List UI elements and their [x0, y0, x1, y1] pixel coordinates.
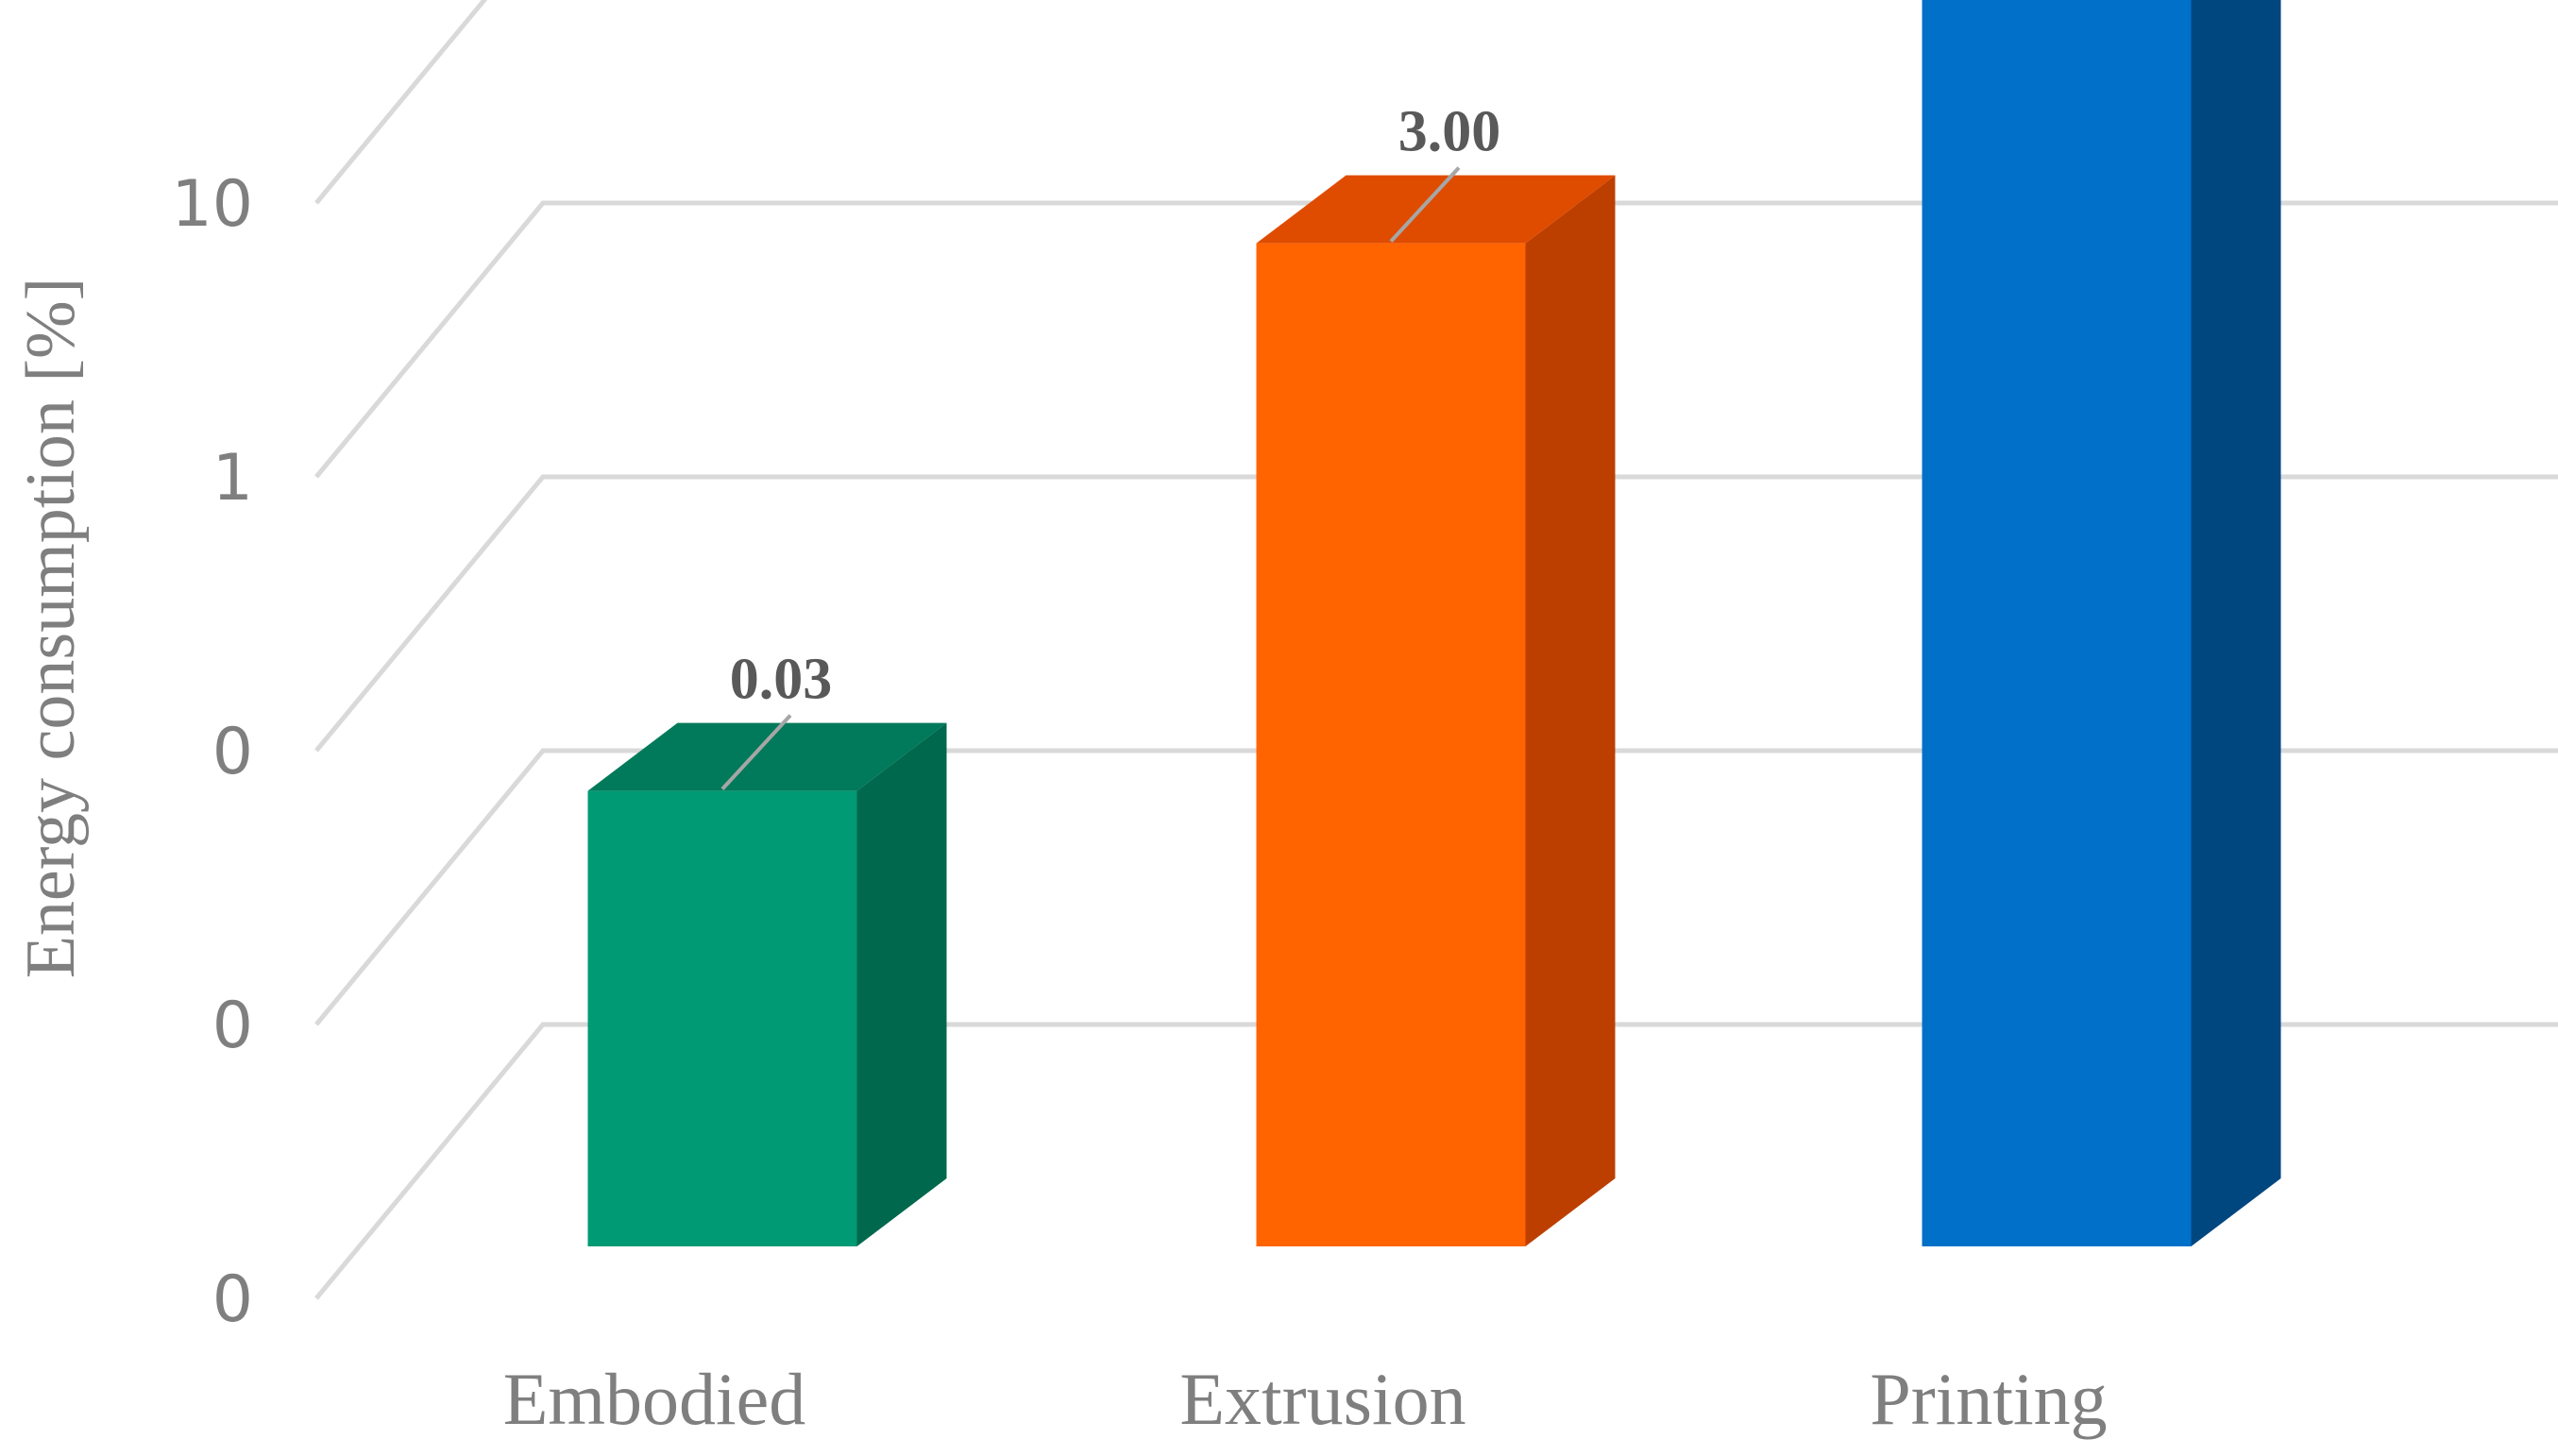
bar-front-face	[1256, 243, 1526, 1247]
bars	[587, 0, 2281, 1247]
y-tick-label: 1	[212, 441, 253, 516]
x-tick-label: Extrusion	[1179, 1358, 1465, 1440]
gridline	[314, 1022, 2558, 1300]
gridline	[314, 200, 2558, 479]
y-tick-label: 0	[212, 715, 253, 789]
y-axis-label: Energy consumption [%]	[12, 278, 90, 979]
bar-extrusion	[1256, 175, 1616, 1247]
bar-side-face	[856, 722, 947, 1246]
bar-printing	[1922, 0, 2281, 1247]
bar-top-face	[587, 722, 947, 791]
y-tick-label: 0	[212, 989, 253, 1063]
y-tick-label: 0	[212, 1262, 253, 1337]
y-axis-ticks: 000110100	[171, 167, 253, 1337]
gridline	[314, 0, 488, 205]
gridline	[314, 748, 2558, 1026]
gridline	[314, 474, 2558, 753]
bar-embodied	[587, 722, 947, 1246]
bar-front-face	[1922, 0, 2192, 1247]
gridlines	[314, 0, 2558, 1300]
y-tick-label: 10	[171, 167, 253, 242]
x-tick-label: Printing	[1870, 1358, 2107, 1440]
bar-top-face	[1256, 175, 1616, 244]
bar-side-face	[2191, 0, 2281, 1246]
bar-front-face	[587, 790, 857, 1246]
data-label: 0.03	[730, 648, 833, 712]
data-labels: 0.033.0096.97	[720, 100, 1501, 790]
x-tick-label: Embodied	[503, 1358, 806, 1440]
data-label-leader	[720, 714, 792, 790]
x-axis-ticks: Embodied Extrusion Printing	[503, 1358, 2108, 1440]
bar-side-face	[1525, 175, 1616, 1246]
data-label-leader	[1389, 166, 1461, 243]
data-label: 3.00	[1398, 100, 1501, 164]
